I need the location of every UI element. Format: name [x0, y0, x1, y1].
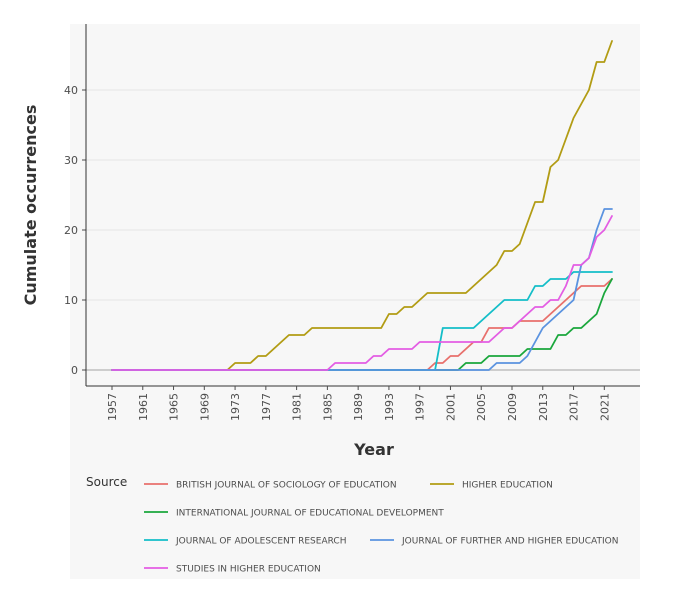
y-tick-label: 10 [64, 294, 78, 307]
y-tick-label: 30 [64, 154, 78, 167]
legend-label-6: STUDIES IN HIGHER EDUCATION [176, 565, 321, 575]
x-tick-label: 2001 [444, 393, 457, 421]
x-tick-label: 2017 [568, 393, 581, 421]
x-tick-label: 2005 [475, 393, 488, 421]
y-tick-label: 20 [64, 224, 78, 237]
x-tick-label: 2009 [506, 393, 519, 421]
legend-label-2: HIGHER EDUCATION [462, 481, 553, 491]
x-tick-label: 1985 [321, 393, 334, 421]
axes [82, 24, 640, 390]
x-tick-label: 2021 [598, 393, 611, 421]
y-tick-label: 40 [64, 84, 78, 97]
y-tick-label: 0 [71, 364, 78, 377]
legend-label-4: JOURNAL OF ADOLESCENT RESEARCH [175, 537, 346, 547]
x-tick-label: 1977 [260, 393, 273, 421]
series-lines [111, 40, 613, 371]
tick-labels: 0 10 20 30 40 1957 1961 1965 1969 1973 1977 1981 198… [64, 84, 611, 421]
x-tick-label: 1957 [106, 393, 119, 421]
series-line-2 [111, 40, 613, 371]
legend-label-5: JOURNAL OF FURTHER AND HIGHER EDUCATION [401, 537, 618, 547]
series-line-4 [111, 271, 613, 371]
x-tick-label: 1997 [414, 393, 427, 421]
x-tick-label: 2013 [537, 393, 550, 421]
legend-title: Source [86, 475, 127, 489]
x-tick-label: 1993 [383, 393, 396, 421]
x-tick-label: 1969 [198, 393, 211, 421]
legend-label-1: BRITISH JOURNAL OF SOCIOLOGY OF EDUCATIO… [176, 481, 397, 491]
legend: BRITISH JOURNAL OF SOCIOLOGY OF EDUCATIO… [144, 481, 618, 575]
x-tick-label: 1961 [137, 393, 150, 421]
y-axis-title: Cumulate occurrences [21, 105, 40, 306]
x-tick-label: 1965 [168, 393, 181, 421]
legend-label-3: INTERNATIONAL JOURNAL OF EDUCATIONAL DEV… [176, 509, 444, 519]
x-axis-title: Year [353, 440, 394, 459]
series-line-6 [111, 215, 613, 371]
plot-background [70, 24, 640, 579]
x-tick-label: 1989 [352, 393, 365, 421]
x-tick-label: 1981 [291, 393, 304, 421]
x-tick-label: 1973 [229, 393, 242, 421]
